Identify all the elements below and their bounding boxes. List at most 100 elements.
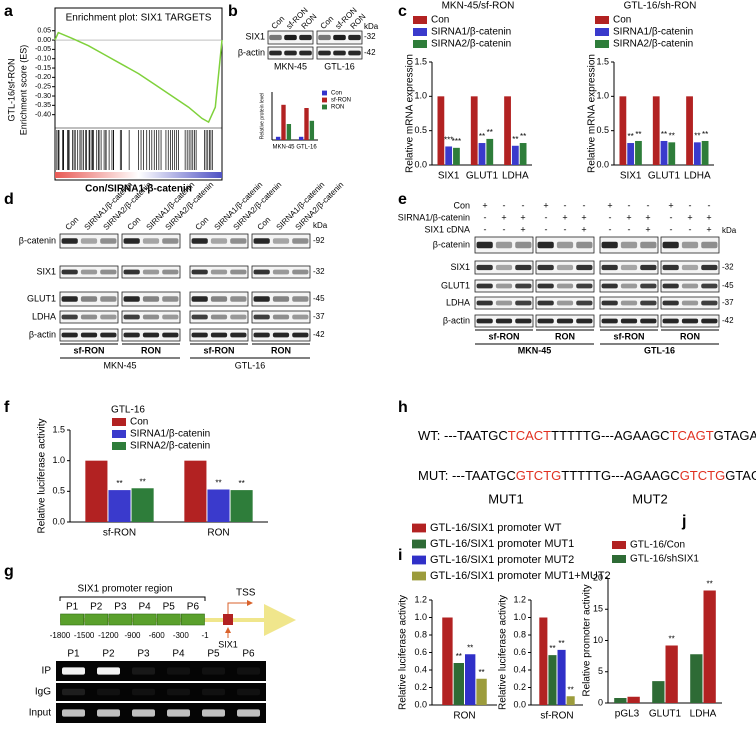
y-tick-label: 1.5 xyxy=(52,424,65,434)
y-tick-label: 1.5 xyxy=(596,56,609,66)
x-tick-label: GLUT1 xyxy=(648,171,681,182)
legend-label: Con xyxy=(431,15,449,26)
tss-label: TSS xyxy=(236,588,256,599)
row-label: GLUT1 xyxy=(27,293,56,303)
condition-sign: - xyxy=(564,224,567,234)
blot-band xyxy=(537,300,554,306)
group-label: sf-RON xyxy=(489,331,520,341)
x-tick-label: MKN-45 xyxy=(272,145,295,151)
tss-arrow xyxy=(227,600,253,614)
row-label: β-actin xyxy=(29,329,56,339)
row-label: β-actin xyxy=(443,315,470,325)
significance-label: ** xyxy=(707,580,713,589)
blot-band xyxy=(476,300,493,306)
y-tick-label: -0.20 xyxy=(35,74,51,81)
legend-swatch xyxy=(612,541,626,549)
blot-frame xyxy=(121,233,181,249)
y-tick-label: 1.0 xyxy=(596,91,609,101)
y-axis-label: Relative luciferase activity xyxy=(37,418,48,533)
region-bracket xyxy=(59,596,206,601)
blot-band xyxy=(495,241,513,249)
gene-label: SIX1 xyxy=(218,639,238,649)
cell-line-label: MKN-45 xyxy=(274,61,307,71)
sequence-line: MUT: ---TAATGCGTCTGTTTTTG---AGAAGCGTCTGG… xyxy=(418,468,756,483)
legend-label: GTL-16/Con xyxy=(630,540,685,551)
row-label: GLUT1 xyxy=(441,280,470,290)
legend-swatch xyxy=(412,555,426,565)
y-tick-label: -0.40 xyxy=(35,112,51,119)
site-sequence: GTCTG xyxy=(680,468,726,483)
blot-band xyxy=(100,269,117,275)
x-tick-label: LDHA xyxy=(502,171,529,182)
blot-frame xyxy=(121,310,181,324)
blot-band xyxy=(210,238,228,244)
bar xyxy=(309,120,315,140)
blot-band xyxy=(662,283,679,289)
legend-swatch xyxy=(112,442,126,450)
panel-label: b xyxy=(228,3,238,20)
blot-band xyxy=(576,318,593,324)
gel-band xyxy=(97,688,120,696)
y-axis-label: Enrichment score (ES) xyxy=(18,45,28,136)
blot-band xyxy=(272,314,290,320)
bar xyxy=(566,696,575,705)
blot-band xyxy=(162,296,179,302)
legend-label: Con xyxy=(331,91,342,97)
chart-title: GTL-16 xyxy=(111,405,145,416)
bar xyxy=(453,663,464,705)
bar xyxy=(614,698,627,703)
y-axis-label: Relative mRNA expression xyxy=(587,54,598,173)
blot-band xyxy=(681,283,699,289)
significance-label: ** xyxy=(467,643,473,652)
legend-label: GTL-16/shSIX1 xyxy=(630,554,699,565)
y-axis-label: Relative luciferase activity xyxy=(498,595,509,710)
blot-band xyxy=(495,283,513,289)
condition-sign: - xyxy=(583,200,586,210)
blot-frame xyxy=(535,279,595,293)
y-tick-label: 0.2 xyxy=(513,682,526,692)
x-tick-label: LDHA xyxy=(690,709,717,720)
condition-sign: - xyxy=(484,212,487,222)
bar xyxy=(519,143,527,165)
bar xyxy=(281,104,286,140)
bar xyxy=(703,590,716,703)
blot-band xyxy=(681,318,699,324)
gel-band xyxy=(132,688,155,696)
row-label: LDHA xyxy=(32,311,56,321)
bar xyxy=(486,138,494,165)
significance-label: ** xyxy=(702,130,708,139)
y-tick-label: 0.4 xyxy=(414,664,427,674)
blot-band xyxy=(292,314,309,320)
promoter-fragment xyxy=(181,613,205,626)
blot-band xyxy=(495,264,513,271)
condition-sign: - xyxy=(564,200,567,210)
legend-swatch xyxy=(322,90,327,96)
bar xyxy=(652,681,665,703)
kda-marker: -37 xyxy=(722,298,734,307)
bar xyxy=(476,678,487,705)
gel-band xyxy=(237,667,260,675)
site-sequence: TCAGT xyxy=(670,428,714,443)
significance-label: ** xyxy=(661,130,667,139)
gel-band xyxy=(97,667,120,675)
blot-band xyxy=(269,50,282,56)
y-tick-label: -0.25 xyxy=(35,84,51,91)
legend-swatch xyxy=(412,571,426,581)
blot-band xyxy=(348,50,361,56)
y-tick-label: 1.2 xyxy=(414,594,427,604)
x-tick-label: SIX1 xyxy=(438,171,460,182)
condition-sign: + xyxy=(668,200,673,210)
blot-frame xyxy=(474,296,534,310)
blot-band xyxy=(640,241,657,249)
kda-label: kDa xyxy=(313,221,328,230)
condition-label: SIRNA1/β-catenin xyxy=(398,212,470,222)
position-label: -1800 xyxy=(50,631,71,640)
blot-band xyxy=(230,238,247,244)
blot-frame xyxy=(474,236,534,254)
gel-lane-label: P5 xyxy=(207,649,220,660)
condition-sign: - xyxy=(628,200,631,210)
blot-band xyxy=(142,332,160,338)
blot-band xyxy=(333,50,346,56)
y-tick-label: 1.0 xyxy=(52,455,65,465)
x-tick-label: GLUT1 xyxy=(466,171,499,182)
